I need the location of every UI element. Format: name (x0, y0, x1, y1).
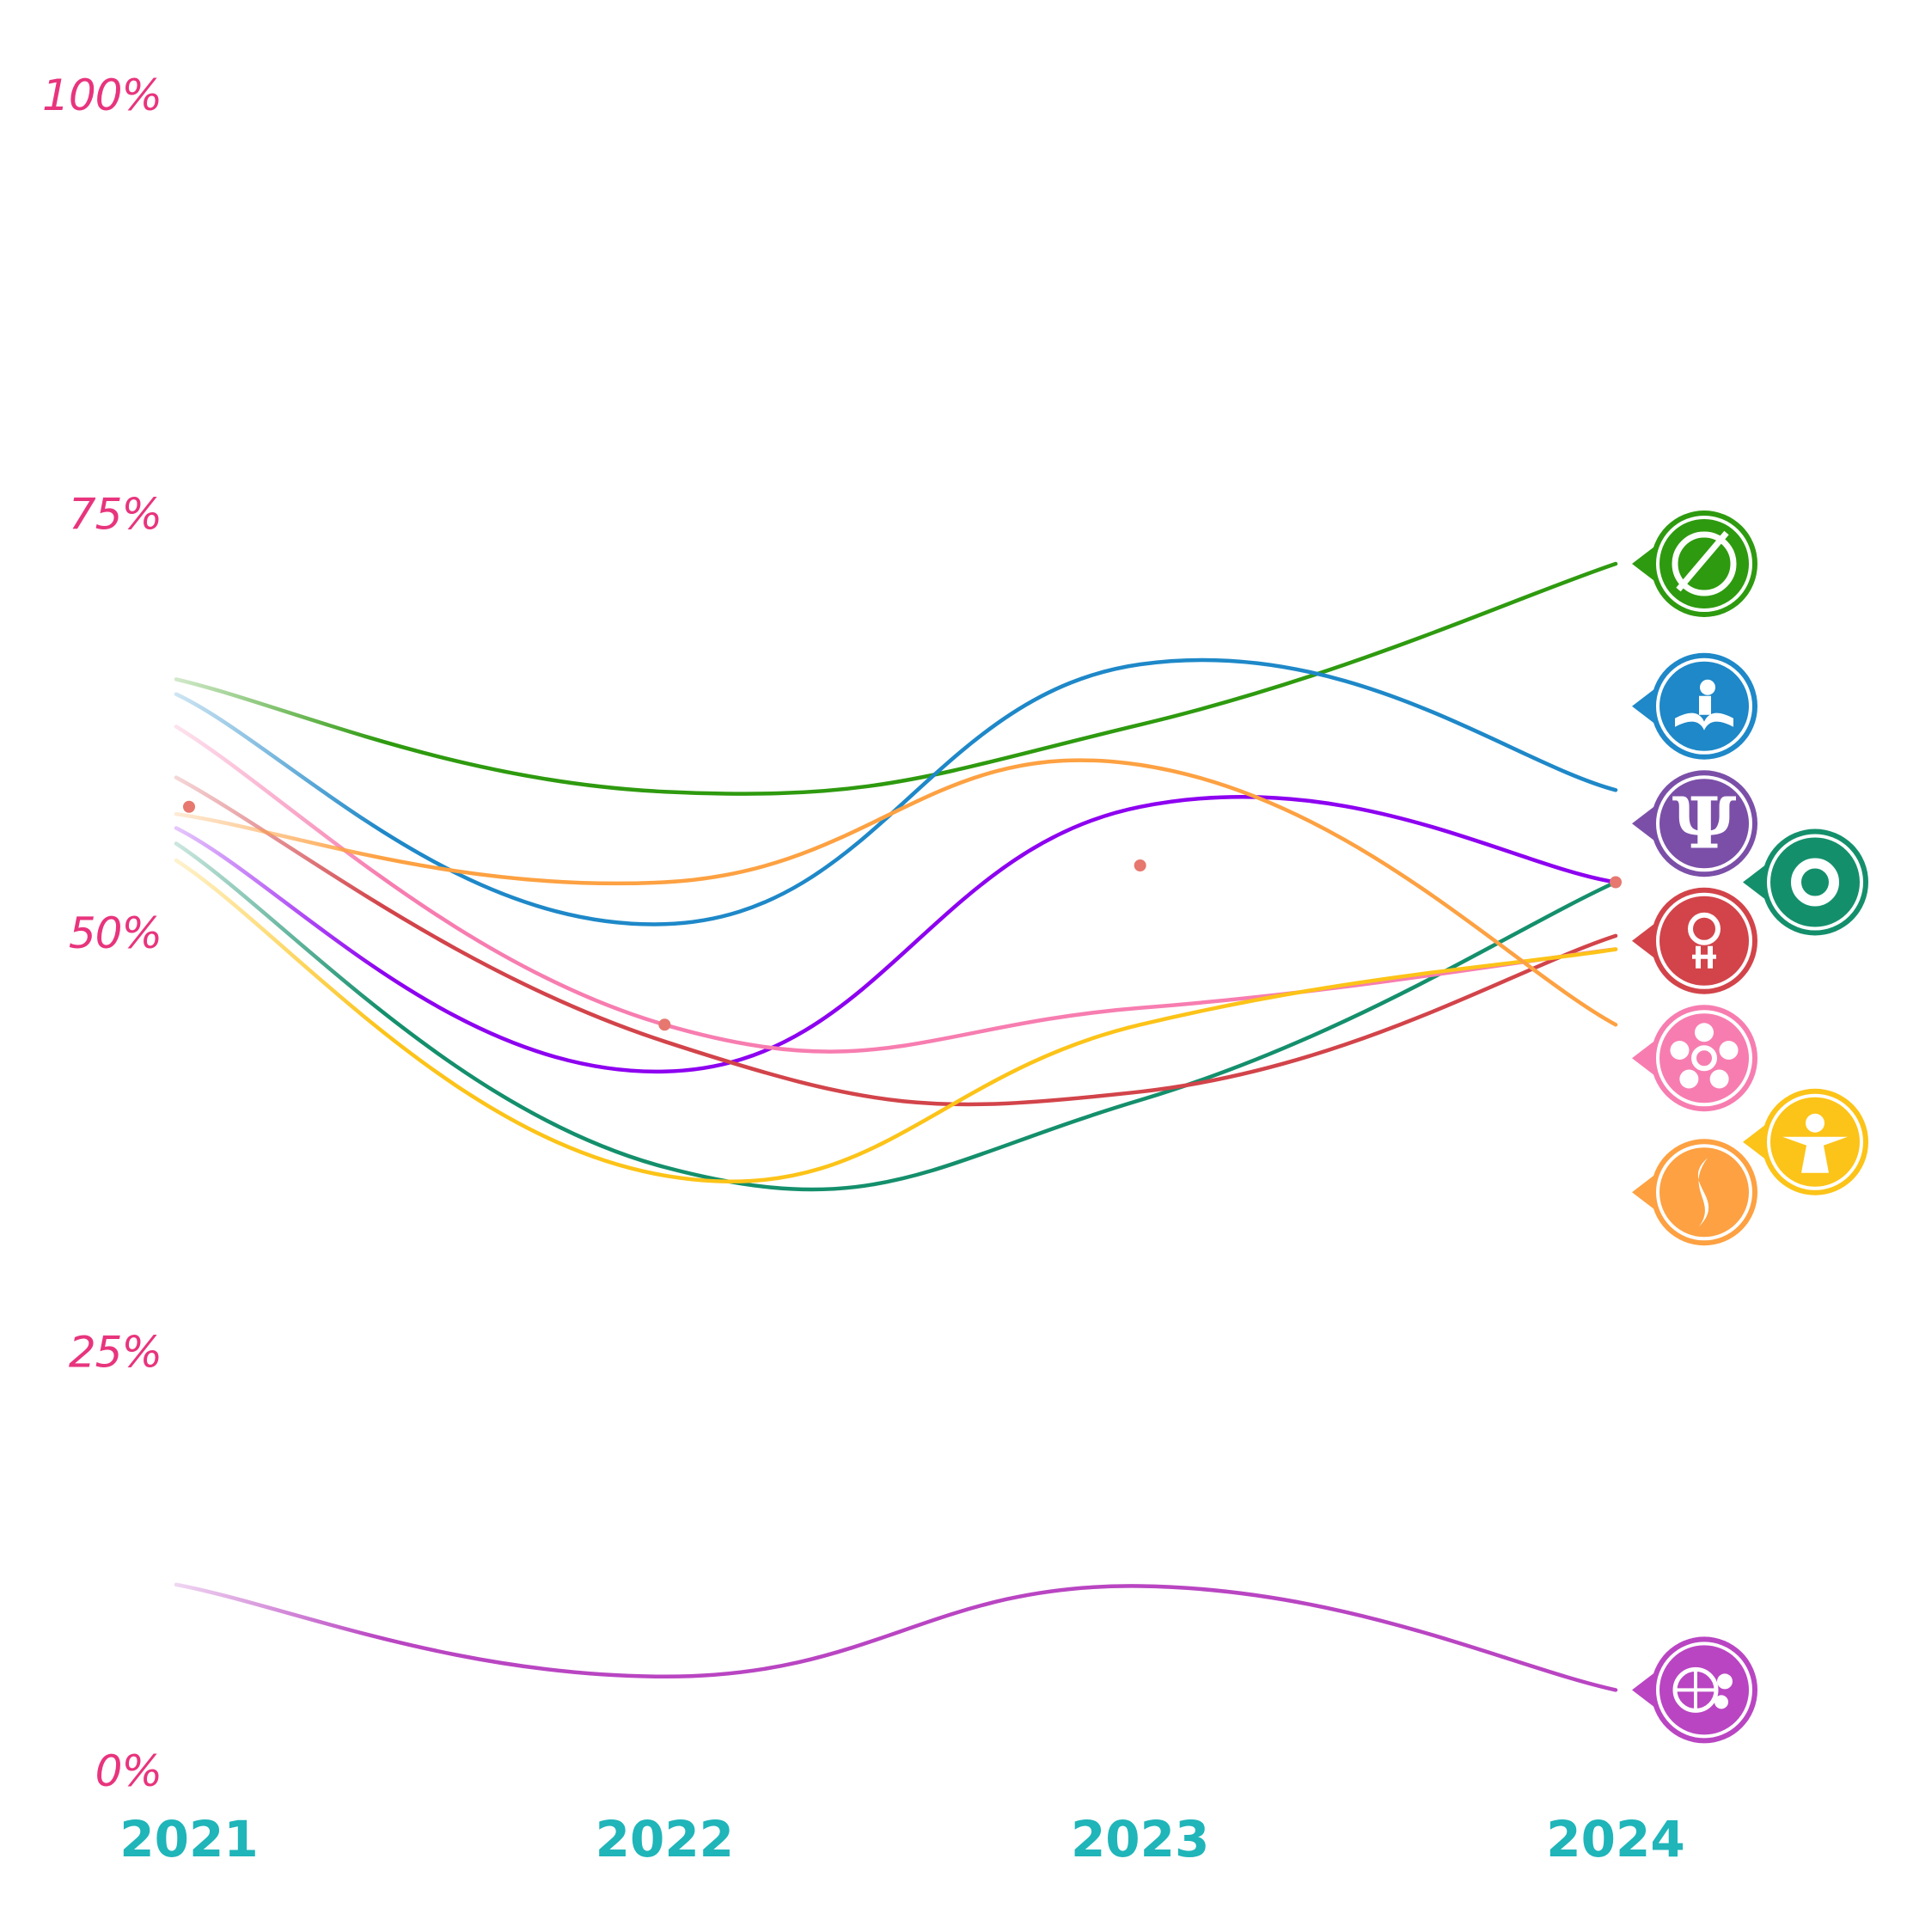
data-marker-dot (658, 1018, 671, 1031)
y-tick-label: 75% (69, 490, 162, 540)
series-badge (1632, 1636, 1757, 1744)
series-lines (174, 561, 1618, 1692)
globe-people-icon (1672, 1666, 1733, 1713)
series-line-psi-symbol (174, 794, 1618, 1074)
series-badge (1632, 652, 1757, 760)
data-marker-dot (1134, 859, 1146, 871)
series-line-flame-swirl (174, 758, 1618, 1027)
series-badge (1743, 828, 1868, 936)
spiral-circle-icon (1791, 858, 1839, 907)
circle-arc-symbol-icon (1672, 530, 1737, 596)
x-tick-label: 2022 (596, 1810, 734, 1868)
y-tick-label: 25% (69, 1328, 162, 1378)
series-badge (1632, 1139, 1757, 1246)
pt-monogram-icon (1688, 912, 1721, 969)
svg-text:Ψ: Ψ (1672, 782, 1737, 865)
y-tick-label: 50% (69, 908, 162, 958)
flame-swirl-icon (1697, 1158, 1709, 1227)
series-badge (1632, 511, 1757, 617)
x-tick-label: 2023 (1071, 1810, 1209, 1868)
x-tick-label: 2021 (119, 1810, 258, 1868)
y-tick-label: 0% (95, 1746, 162, 1796)
reading-person-book-icon (1675, 679, 1733, 731)
series-icon-badges: Ψ (1632, 511, 1868, 1744)
y-axis: 0% 25% 50% 75% 100% (42, 70, 162, 1796)
psi-symbol-icon: Ψ (1672, 782, 1737, 865)
series-line-circle-arc-symbol (174, 561, 1618, 796)
data-markers (183, 800, 1622, 1031)
series-line-person-arms-out (174, 858, 1618, 1184)
y-tick-label: 100% (42, 70, 162, 120)
person-arms-out-icon (1782, 1113, 1848, 1173)
series-badge (1743, 1088, 1868, 1195)
series-badge (1632, 887, 1757, 994)
x-tick-label: 2024 (1546, 1810, 1684, 1868)
series-line-globe-people (174, 1582, 1618, 1692)
data-marker-dot (183, 800, 195, 813)
people-circle-icon (1670, 1023, 1739, 1089)
series-line-spiral-circle (174, 841, 1618, 1192)
data-marker-dot (1610, 876, 1622, 889)
x-axis: 2021 2022 2023 2024 (119, 1810, 1684, 1868)
series-line-people-circle (174, 724, 1618, 1054)
series-line-pt-monogram (174, 775, 1618, 1107)
series-badge: Ψ (1632, 770, 1757, 877)
series-badge (1632, 1005, 1757, 1112)
